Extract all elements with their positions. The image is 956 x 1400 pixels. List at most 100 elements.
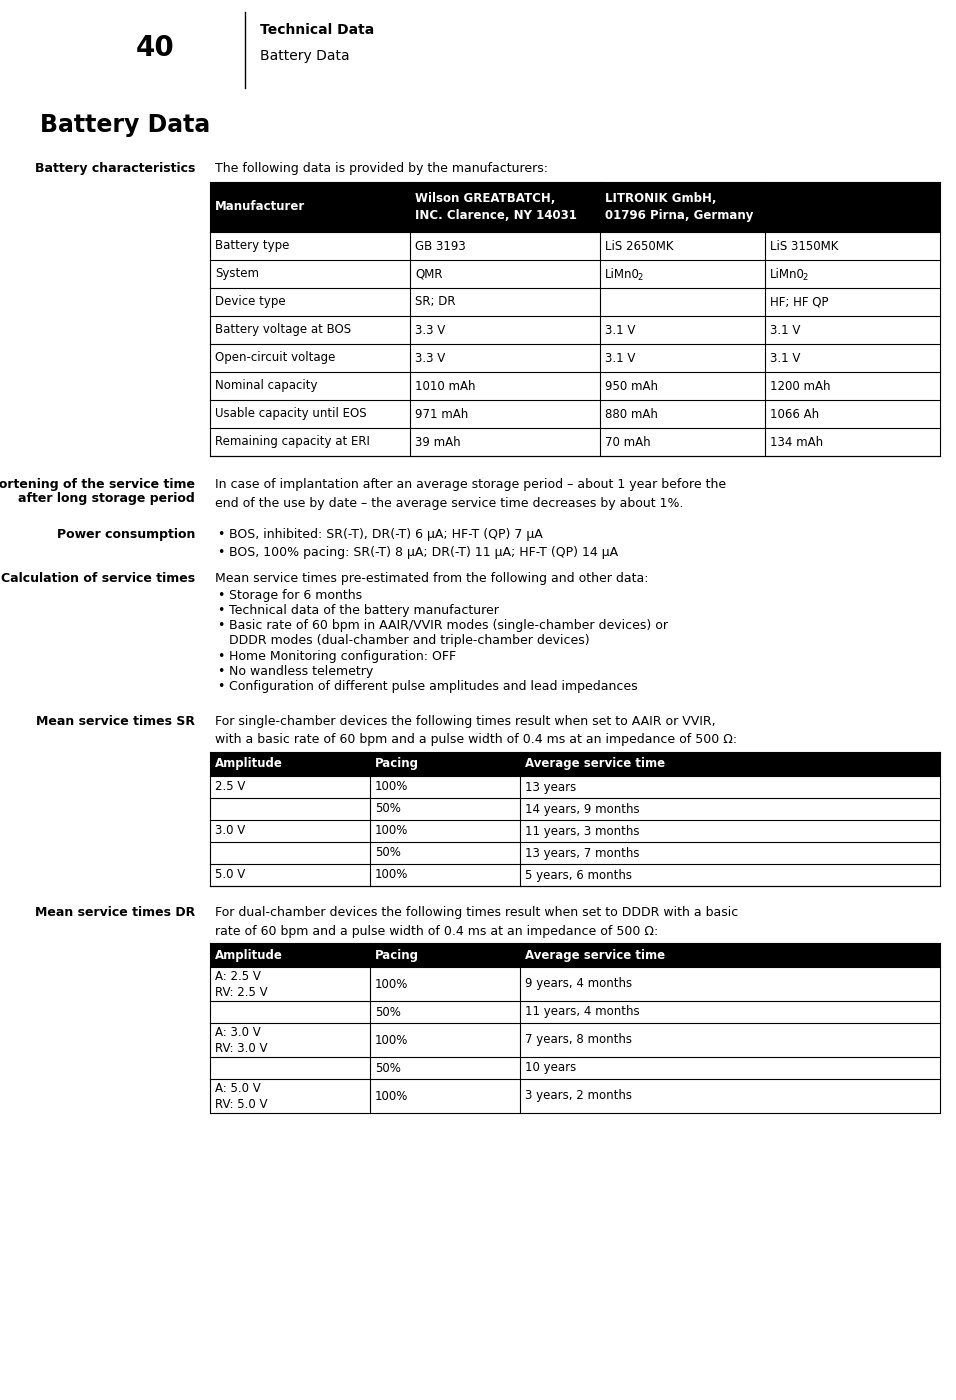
Text: 50%: 50% [375, 1005, 401, 1019]
Text: 39 mAh: 39 mAh [415, 435, 461, 448]
Text: Manufacturer: Manufacturer [215, 200, 305, 213]
Text: System: System [215, 267, 259, 280]
Text: Mean service times pre-estimated from the following and other data:: Mean service times pre-estimated from th… [215, 573, 648, 585]
Text: 11 years, 4 months: 11 years, 4 months [525, 1005, 640, 1019]
Text: A: 3.0 V: A: 3.0 V [215, 1026, 261, 1039]
Text: 50%: 50% [375, 802, 401, 815]
Text: LiMn0: LiMn0 [605, 267, 640, 280]
Text: 3.1 V: 3.1 V [770, 323, 800, 336]
Text: 10 years: 10 years [525, 1061, 576, 1075]
Text: 100%: 100% [375, 781, 408, 794]
Bar [210, 944, 940, 967]
Text: Open-circuit voltage: Open-circuit voltage [215, 351, 336, 364]
Text: SR; DR: SR; DR [415, 295, 455, 308]
Text: 100%: 100% [375, 825, 408, 837]
Text: •: • [217, 603, 225, 617]
Text: Wilson GREATBATCH,
INC. Clarence, NY 14031: Wilson GREATBATCH, INC. Clarence, NY 140… [415, 192, 576, 221]
Text: 971 mAh: 971 mAh [415, 407, 468, 420]
Text: 14 years, 9 months: 14 years, 9 months [525, 802, 640, 815]
Text: 1066 Ah: 1066 Ah [770, 407, 819, 420]
Text: Remaining capacity at ERI: Remaining capacity at ERI [215, 435, 370, 448]
Text: HF; HF QP: HF; HF QP [770, 295, 829, 308]
Text: 3.3 V: 3.3 V [415, 351, 445, 364]
Text: A: 2.5 V: A: 2.5 V [215, 970, 261, 983]
Text: Battery type: Battery type [215, 239, 290, 252]
Text: •: • [217, 665, 225, 678]
Text: LITRONIK GmbH,
01796 Pirna, Germany: LITRONIK GmbH, 01796 Pirna, Germany [605, 192, 753, 221]
Text: Storage for 6 months: Storage for 6 months [229, 589, 362, 602]
Text: Nominal capacity: Nominal capacity [215, 379, 317, 392]
Text: 3 years, 2 months: 3 years, 2 months [525, 1089, 632, 1103]
Text: 3.3 V: 3.3 V [415, 323, 445, 336]
Text: QMR: QMR [415, 267, 443, 280]
Text: 3.1 V: 3.1 V [605, 323, 636, 336]
Text: DDDR modes (dual-chamber and triple-chamber devices): DDDR modes (dual-chamber and triple-cham… [229, 634, 590, 647]
Text: 13 years, 7 months: 13 years, 7 months [525, 847, 640, 860]
Text: RV: 3.0 V: RV: 3.0 V [215, 1042, 268, 1054]
Text: Average service time: Average service time [525, 757, 665, 770]
Text: BOS, inhibited: SR(-T), DR(-T) 6 µA; HF-T (QP) 7 µA: BOS, inhibited: SR(-T), DR(-T) 6 µA; HF-… [229, 528, 543, 540]
Text: 5 years, 6 months: 5 years, 6 months [525, 868, 632, 882]
Text: 880 mAh: 880 mAh [605, 407, 658, 420]
Text: Usable capacity until EOS: Usable capacity until EOS [215, 407, 366, 420]
Text: Basic rate of 60 bpm in AAIR/VVIR modes (single-chamber devices) or: Basic rate of 60 bpm in AAIR/VVIR modes … [229, 619, 668, 631]
Text: 7 years, 8 months: 7 years, 8 months [525, 1033, 632, 1047]
Text: A: 5.0 V: A: 5.0 V [215, 1082, 261, 1095]
Text: Battery voltage at BOS: Battery voltage at BOS [215, 323, 351, 336]
Text: GB 3193: GB 3193 [415, 239, 466, 252]
Text: RV: 2.5 V: RV: 2.5 V [215, 986, 268, 998]
Text: 100%: 100% [375, 1033, 408, 1047]
Text: Technical Data: Technical Data [260, 22, 374, 36]
Text: 40: 40 [136, 34, 174, 62]
Text: Battery Data: Battery Data [260, 49, 350, 63]
Text: Battery characteristics: Battery characteristics [34, 162, 195, 175]
Text: BOS, 100% pacing: SR(-T) 8 µA; DR(-T) 11 µA; HF-T (QP) 14 µA: BOS, 100% pacing: SR(-T) 8 µA; DR(-T) 11… [229, 546, 619, 559]
Text: Mean service times SR: Mean service times SR [36, 715, 195, 728]
Text: 3.1 V: 3.1 V [770, 351, 800, 364]
Text: 5.0 V: 5.0 V [215, 868, 246, 882]
Text: 70 mAh: 70 mAh [605, 435, 651, 448]
Text: 11 years, 3 months: 11 years, 3 months [525, 825, 640, 837]
Text: •: • [217, 528, 225, 540]
Text: 100%: 100% [375, 977, 408, 991]
Text: Calculation of service times: Calculation of service times [1, 573, 195, 585]
Text: Battery Data: Battery Data [40, 113, 210, 137]
Text: 50%: 50% [375, 847, 401, 860]
Text: Device type: Device type [215, 295, 286, 308]
Text: Power consumption: Power consumption [56, 528, 195, 540]
Text: For single-chamber devices the following times result when set to AAIR or VVIR,
: For single-chamber devices the following… [215, 715, 737, 746]
Text: In case of implantation after an average storage period – about 1 year before th: In case of implantation after an average… [215, 477, 727, 510]
Text: The following data is provided by the manufacturers:: The following data is provided by the ma… [215, 162, 548, 175]
Text: •: • [217, 589, 225, 602]
Text: Shortening of the service time: Shortening of the service time [0, 477, 195, 491]
Text: •: • [217, 546, 225, 559]
Text: 100%: 100% [375, 868, 408, 882]
Text: Pacing: Pacing [375, 757, 419, 770]
Text: Configuration of different pulse amplitudes and lead impedances: Configuration of different pulse amplitu… [229, 680, 638, 693]
Text: 2: 2 [802, 273, 807, 283]
Text: after long storage period: after long storage period [18, 491, 195, 505]
Text: 13 years: 13 years [525, 781, 576, 794]
Text: •: • [217, 650, 225, 664]
Text: LiS 3150MK: LiS 3150MK [770, 239, 838, 252]
Text: For dual-chamber devices the following times result when set to DDDR with a basi: For dual-chamber devices the following t… [215, 906, 738, 938]
Text: 1010 mAh: 1010 mAh [415, 379, 475, 392]
Text: Pacing: Pacing [375, 949, 419, 962]
Text: Technical data of the battery manufacturer: Technical data of the battery manufactur… [229, 603, 499, 617]
Text: 950 mAh: 950 mAh [605, 379, 658, 392]
Text: Home Monitoring configuration: OFF: Home Monitoring configuration: OFF [229, 650, 456, 664]
Text: 1200 mAh: 1200 mAh [770, 379, 831, 392]
Text: 2.5 V: 2.5 V [215, 781, 246, 794]
Text: No wandless telemetry: No wandless telemetry [229, 665, 373, 678]
Text: 3.1 V: 3.1 V [605, 351, 636, 364]
Text: 2: 2 [637, 273, 642, 283]
Bar [210, 182, 940, 232]
Text: Mean service times DR: Mean service times DR [34, 906, 195, 918]
Text: RV: 5.0 V: RV: 5.0 V [215, 1098, 268, 1110]
Text: LiMn0: LiMn0 [770, 267, 805, 280]
Text: 100%: 100% [375, 1089, 408, 1103]
Text: 134 mAh: 134 mAh [770, 435, 823, 448]
Text: Amplitude: Amplitude [215, 757, 283, 770]
Text: 50%: 50% [375, 1061, 401, 1075]
Text: 3.0 V: 3.0 V [215, 825, 246, 837]
